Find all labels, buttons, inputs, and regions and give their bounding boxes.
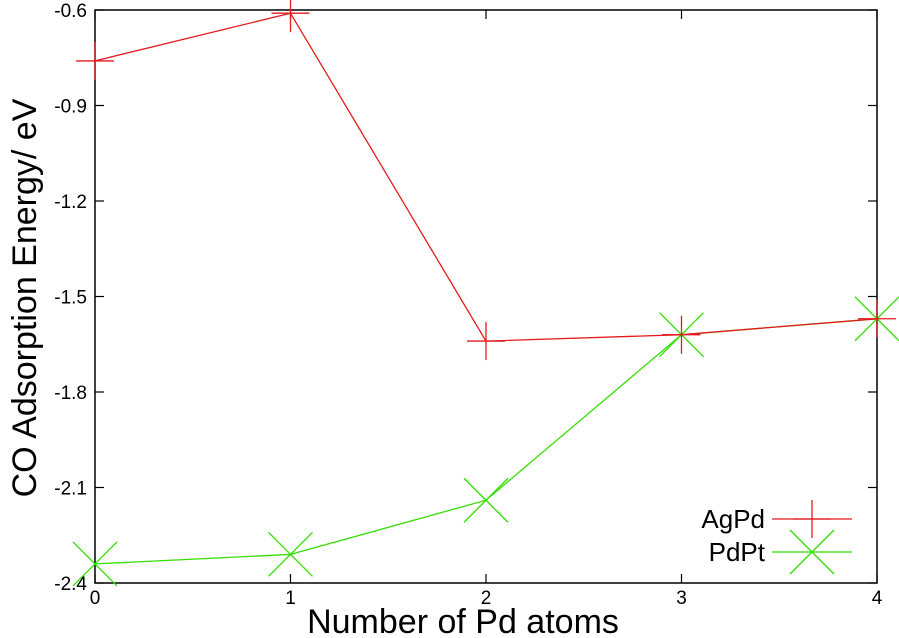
y-tick-label: -0.6 — [54, 1, 87, 22]
data-point-agpd — [662, 315, 701, 354]
data-point-pdpt — [72, 541, 118, 587]
x-tick-label: 2 — [481, 588, 492, 609]
legend-label-pdpt: PdPt — [709, 537, 766, 567]
x-tick-label: 4 — [872, 588, 883, 609]
axis-ticks — [94, 9, 878, 584]
legend-label-agpd: AgPd — [701, 504, 765, 534]
x-axis-title: Number of Pd atoms — [307, 603, 619, 638]
marker-stroke — [463, 477, 509, 523]
x-tick-label: 3 — [676, 588, 687, 609]
data-point-agpd — [271, 0, 310, 33]
tick-labels: -0.6 -0.9 -1.2 -1.5 -1.8 -2.1 -2.40 1 2 3 4 — [54, 1, 882, 609]
legend-marker-agpd — [793, 500, 831, 538]
data-point-agpd — [858, 299, 896, 338]
plot-frame — [94, 9, 878, 584]
data-point-pdpt — [463, 477, 509, 523]
data-point-agpd — [467, 322, 505, 361]
x-tick-label: 1 — [285, 588, 296, 609]
y-tick-label: -0.9 — [54, 97, 87, 118]
y-tick-label: -2.1 — [54, 479, 87, 500]
series-layer — [72, 0, 899, 587]
marker-stroke — [268, 531, 313, 577]
series-line-agpd — [94, 12, 878, 342]
data-point-agpd — [76, 41, 114, 80]
y-tick-label: -1.2 — [54, 192, 87, 213]
y-tick-label: -1.8 — [54, 383, 87, 404]
data-point-pdpt — [268, 531, 313, 577]
y-tick-label: -2.4 — [54, 574, 87, 595]
marker-stroke — [72, 541, 118, 587]
y-tick-label: -1.5 — [54, 288, 87, 309]
y-axis-title: CO Adsorption Energy/ eV — [6, 98, 44, 497]
marker-stroke — [789, 529, 835, 575]
x-tick-label: 0 — [90, 588, 101, 609]
legend-marker-pdpt — [789, 529, 835, 575]
